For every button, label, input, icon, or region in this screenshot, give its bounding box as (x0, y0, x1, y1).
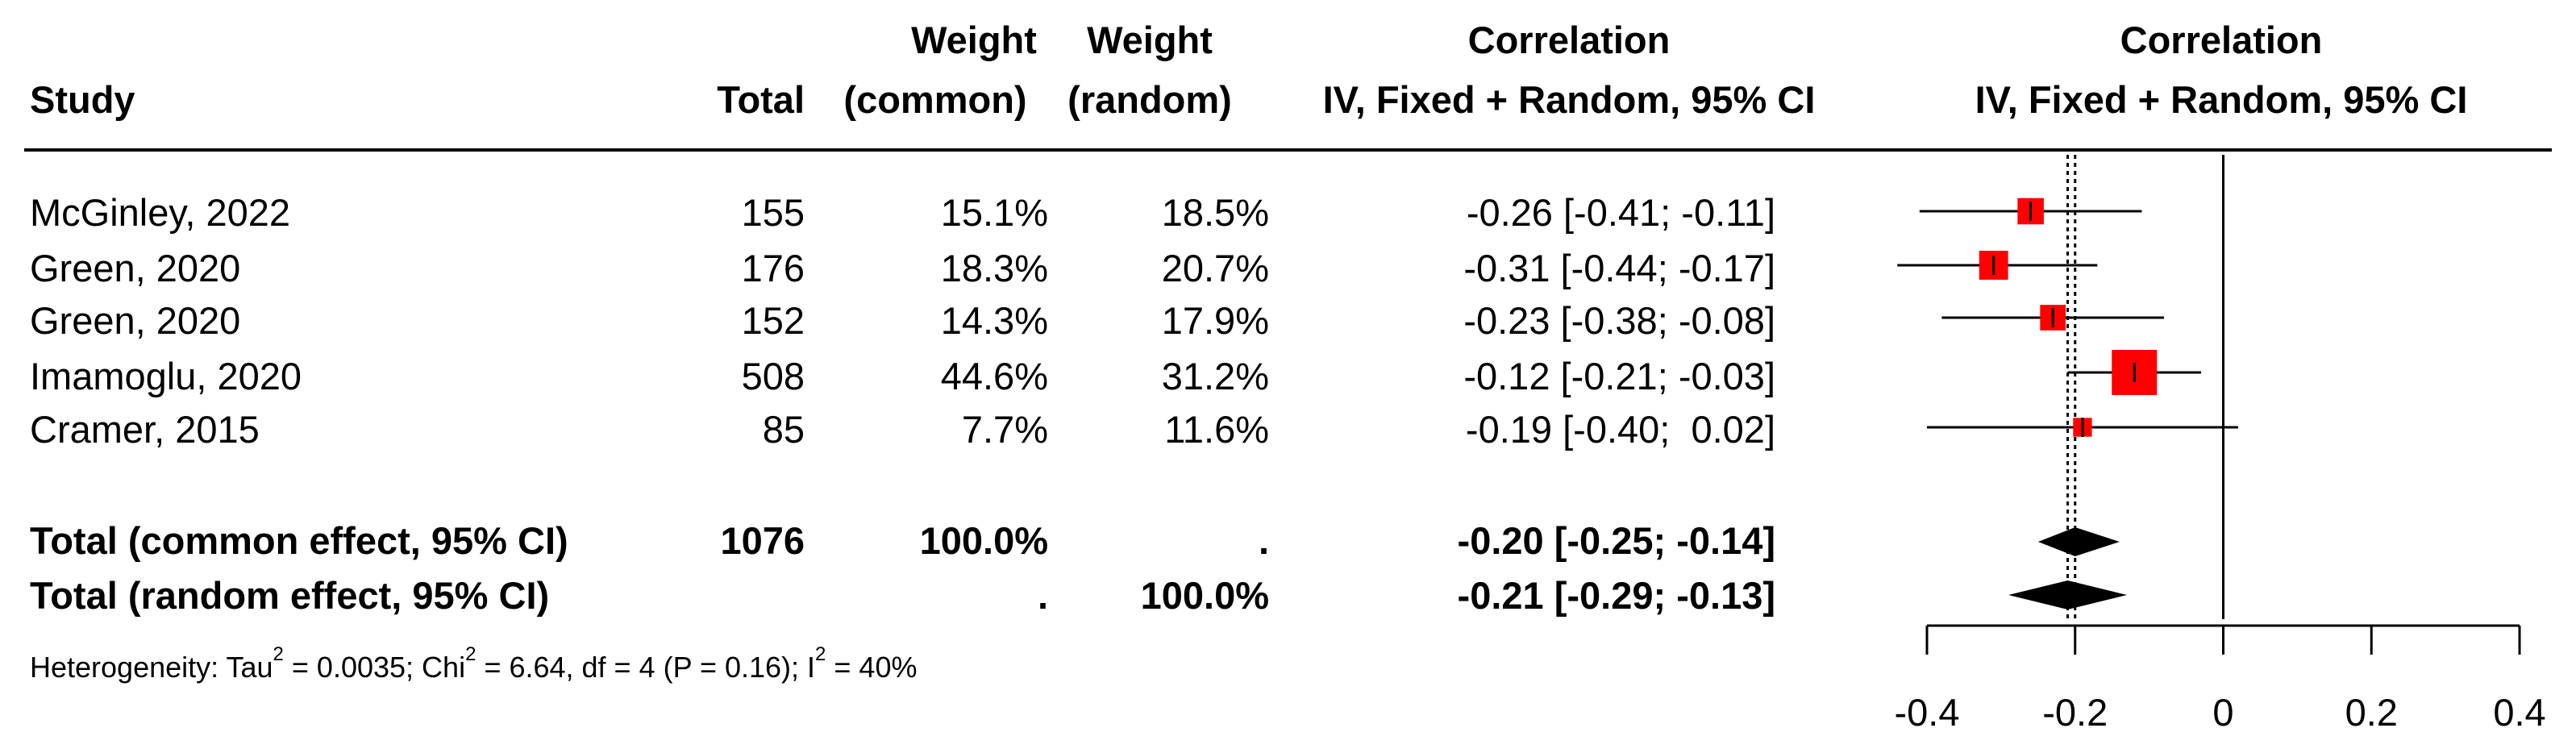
study-weight-common: 14.3% (940, 299, 1048, 342)
header-total: Total (717, 78, 805, 121)
study-total: 152 (741, 299, 805, 342)
study-weight-random: 20.7% (1161, 247, 1269, 289)
study-total: 508 (741, 355, 805, 397)
study-ci-text: -0.23 [-0.38; -0.08] (1463, 299, 1775, 342)
study-total: 176 (741, 247, 805, 289)
total-weight-common: . (1037, 574, 1048, 617)
header-correlation-1: Correlation (1467, 19, 1671, 61)
header-plot-1: Correlation (2120, 19, 2323, 61)
study-weight-random: 31.2% (1161, 355, 1269, 397)
study-ci-text: -0.19 [-0.40; 0.02] (1465, 408, 1775, 451)
study-name: McGinley, 2022 (30, 191, 291, 234)
header-correlation-2: IV, Fixed + Random, 95% CI (1322, 78, 1816, 121)
total-name: Total (random effect, 95% CI) (30, 574, 550, 617)
header-plot-2: IV, Fixed + Random, 95% CI (1975, 78, 2468, 121)
total-ci-text: -0.21 [-0.29; -0.13] (1457, 574, 1775, 617)
study-name: Imamoglu, 2020 (30, 355, 302, 397)
total-total: 1076 (720, 519, 805, 562)
study-ci-text: -0.26 [-0.41; -0.11] (1466, 191, 1775, 234)
header-weight-random-2: (random) (1067, 78, 1232, 121)
header-weight-common-2: (common) (843, 78, 1027, 121)
study-weight-random: 18.5% (1161, 191, 1269, 234)
x-tick-label: -0.2 (2042, 691, 2108, 734)
study-weight-random: 17.9% (1161, 299, 1269, 342)
x-tick-label: 0 (2212, 691, 2233, 734)
header-study: Study (30, 78, 135, 121)
study-name: Cramer, 2015 (30, 408, 260, 451)
total-weight-random: 100.0% (1140, 574, 1269, 617)
study-total: 155 (741, 191, 805, 234)
study-weight-common: 7.7% (961, 408, 1048, 451)
study-name: Green, 2020 (30, 299, 241, 342)
study-name: Green, 2020 (30, 247, 241, 289)
total-name: Total (common effect, 95% CI) (30, 519, 568, 562)
pooled-diamond (2037, 527, 2120, 556)
study-weight-common: 18.3% (940, 247, 1048, 289)
total-weight-common: 100.0% (919, 519, 1048, 562)
x-tick-label: 0.2 (2345, 691, 2398, 734)
study-weight-random: 11.6% (1164, 408, 1269, 451)
x-tick-label: -0.4 (1895, 691, 1960, 734)
study-weight-common: 44.6% (940, 355, 1048, 397)
x-tick-label: 0.4 (2493, 691, 2545, 734)
study-ci-text: -0.31 [-0.44; -0.17] (1463, 247, 1775, 289)
pooled-diamond (2008, 580, 2128, 609)
total-ci-text: -0.20 [-0.25; -0.14] (1457, 519, 1775, 562)
study-weight-common: 15.1% (940, 191, 1048, 234)
study-total: 85 (762, 408, 805, 451)
heterogeneity-text: Heterogeneity: Tau2 = 0.0035; Chi2 = 6.6… (30, 643, 918, 684)
header-weight-common-1: Weight (911, 19, 1037, 61)
study-ci-text: -0.12 [-0.21; -0.03] (1463, 355, 1775, 397)
header-weight-random-1: Weight (1087, 19, 1213, 61)
total-weight-random: . (1258, 519, 1269, 562)
